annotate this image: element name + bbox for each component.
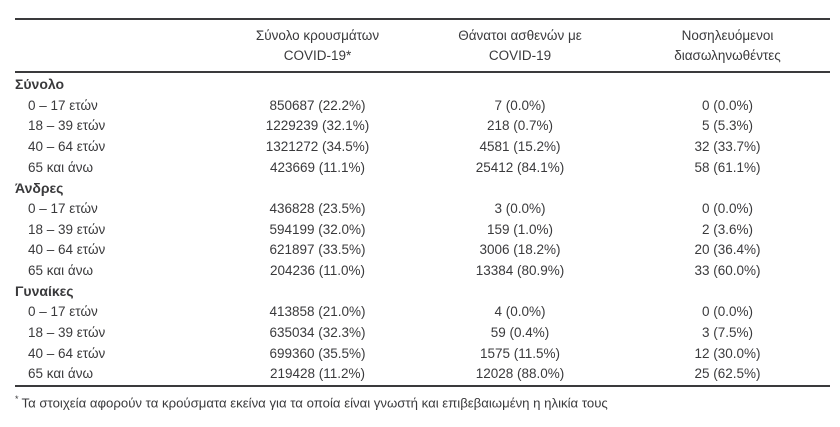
group-header-row-men: Άνδρες (15, 177, 830, 198)
group-header-row-women: Γυναίκες (15, 281, 830, 302)
table-row: 0 – 17 ετών 850687 (22.2%) 7 (0.0%) 0 (0… (15, 95, 830, 116)
cases-value: 219428 (11.2%) (269, 366, 366, 382)
age-group-label: 18 – 39 ετών (28, 118, 106, 134)
column-header-line: διασωληνωθέντες (674, 48, 781, 63)
deaths-value: 13384 (80.9%) (475, 263, 565, 279)
deaths-value: 159 (1.0%) (486, 221, 554, 237)
column-header-cases: Σύνολο κρουσμάτων COVID-19* (220, 26, 415, 66)
intubated-value: 32 (33.7%) (694, 138, 761, 154)
table-row: 40 – 64 ετών 1321272 (34.5%) 4581 (15.2%… (15, 136, 830, 157)
cases-value: 699360 (35.5%) (269, 345, 366, 361)
deaths-value: 59 (0.4%) (490, 325, 550, 341)
deaths-value: 4 (0.0%) (494, 304, 546, 320)
group-label: Γυναίκες (15, 283, 74, 300)
table-row: 40 – 64 ετών 699360 (35.5%) 1575 (11.5%)… (15, 343, 830, 364)
intubated-value: 3 (7.5%) (701, 325, 754, 341)
table-row: 65 και άνω 204236 (11.0%) 13384 (80.9%) … (15, 260, 830, 281)
cases-value: 850687 (22.2%) (269, 97, 366, 113)
age-group-label: 18 – 39 ετών (28, 325, 106, 341)
intubated-value: 58 (61.1%) (694, 159, 761, 175)
cases-value: 1229239 (32.1%) (265, 118, 370, 134)
intubated-value: 25 (62.5%) (694, 366, 761, 382)
age-group-label: 40 – 64 ετών (28, 138, 106, 154)
age-group-label: 18 – 39 ετών (28, 221, 106, 237)
deaths-value: 218 (0.7%) (486, 118, 554, 134)
intubated-value: 20 (36.4%) (694, 242, 761, 258)
intubated-value: 0 (0.0%) (701, 200, 754, 216)
table-row: 18 – 39 ετών 635034 (32.3%) 59 (0.4%) 3 … (15, 322, 830, 343)
table-row: 65 και άνω 423669 (11.1%) 25412 (84.1%) … (15, 157, 830, 178)
table-row: 40 – 64 ετών 621897 (33.5%) 3006 (18.2%)… (15, 240, 830, 261)
deaths-value: 7 (0.0%) (494, 97, 546, 113)
footnote-marker: * (15, 394, 19, 405)
deaths-value: 12028 (88.0%) (475, 366, 565, 382)
column-header-line: Θάνατοι ασθενών με (458, 28, 582, 43)
intubated-value: 12 (30.0%) (694, 345, 761, 361)
table-row: 65 και άνω 219428 (11.2%) 12028 (88.0%) … (15, 364, 830, 385)
deaths-value: 3006 (18.2%) (479, 242, 561, 258)
cases-value: 413858 (21.0%) (269, 304, 366, 320)
cases-value: 423669 (11.1%) (269, 159, 366, 175)
deaths-value: 25412 (84.1%) (475, 159, 565, 175)
table-row: 18 – 39 ετών 1229239 (32.1%) 218 (0.7%) … (15, 115, 830, 136)
column-header-line: Νοσηλευόμενοι (681, 28, 774, 43)
header-spacer (15, 26, 220, 66)
age-group-label: 40 – 64 ετών (28, 345, 106, 361)
covid-age-table: Σύνολο κρουσμάτων COVID-19* Θάνατοι ασθε… (15, 18, 830, 412)
footnote: * Τα στοιχεία αφορούν τα κρούσματα εκείνα… (15, 385, 830, 411)
age-group-label: 65 και άνω (28, 159, 94, 175)
column-header-line: Σύνολο κρουσμάτων (255, 28, 380, 43)
intubated-value: 5 (5.3%) (701, 118, 754, 134)
table-row: 0 – 17 ετών 413858 (21.0%) 4 (0.0%) 0 (0… (15, 302, 830, 323)
cases-value: 635034 (32.3%) (269, 325, 366, 341)
group-header-row-total: Σύνολο (15, 74, 830, 95)
table-row: 0 – 17 ετών 436828 (23.5%) 3 (0.0%) 0 (0… (15, 198, 830, 219)
age-group-label: 0 – 17 ετών (28, 97, 98, 113)
age-group-label: 40 – 64 ετών (28, 242, 106, 258)
deaths-value: 4581 (15.2%) (479, 138, 561, 154)
table-row: 18 – 39 ετών 594199 (32.0%) 159 (1.0%) 2… (15, 219, 830, 240)
age-group-label: 0 – 17 ετών (28, 200, 98, 216)
age-group-label: 0 – 17 ετών (28, 304, 98, 320)
column-header-line: COVID-19 (488, 48, 552, 63)
cases-value: 594199 (32.0%) (269, 221, 366, 237)
intubated-value: 0 (0.0%) (701, 304, 754, 320)
group-label: Σύνολο (15, 76, 65, 93)
cases-value: 1321272 (34.5%) (265, 138, 370, 154)
column-header-intubated: Νοσηλευόμενοι διασωληνωθέντες (625, 26, 830, 66)
table-header: Σύνολο κρουσμάτων COVID-19* Θάνατοι ασθε… (15, 20, 830, 73)
footnote-text: Τα στοιχεία αφορούν τα κρούσματα εκείνα … (21, 395, 608, 411)
cases-value: 621897 (33.5%) (269, 242, 366, 258)
age-group-label: 65 και άνω (28, 366, 94, 382)
cases-value: 204236 (11.0%) (269, 263, 366, 279)
deaths-value: 1575 (11.5%) (479, 345, 561, 361)
age-group-label: 65 και άνω (28, 263, 94, 279)
table-body: Σύνολο 0 – 17 ετών 850687 (22.2%) 7 (0.0… (15, 73, 830, 384)
column-header-line: COVID-19* (283, 48, 352, 63)
intubated-value: 33 (60.0%) (694, 263, 761, 279)
cases-value: 436828 (23.5%) (269, 200, 366, 216)
deaths-value: 3 (0.0%) (494, 200, 546, 216)
group-label: Άνδρες (15, 179, 64, 196)
intubated-value: 2 (3.6%) (701, 221, 754, 237)
column-header-deaths: Θάνατοι ασθενών με COVID-19 (415, 26, 625, 66)
intubated-value: 0 (0.0%) (701, 97, 754, 113)
